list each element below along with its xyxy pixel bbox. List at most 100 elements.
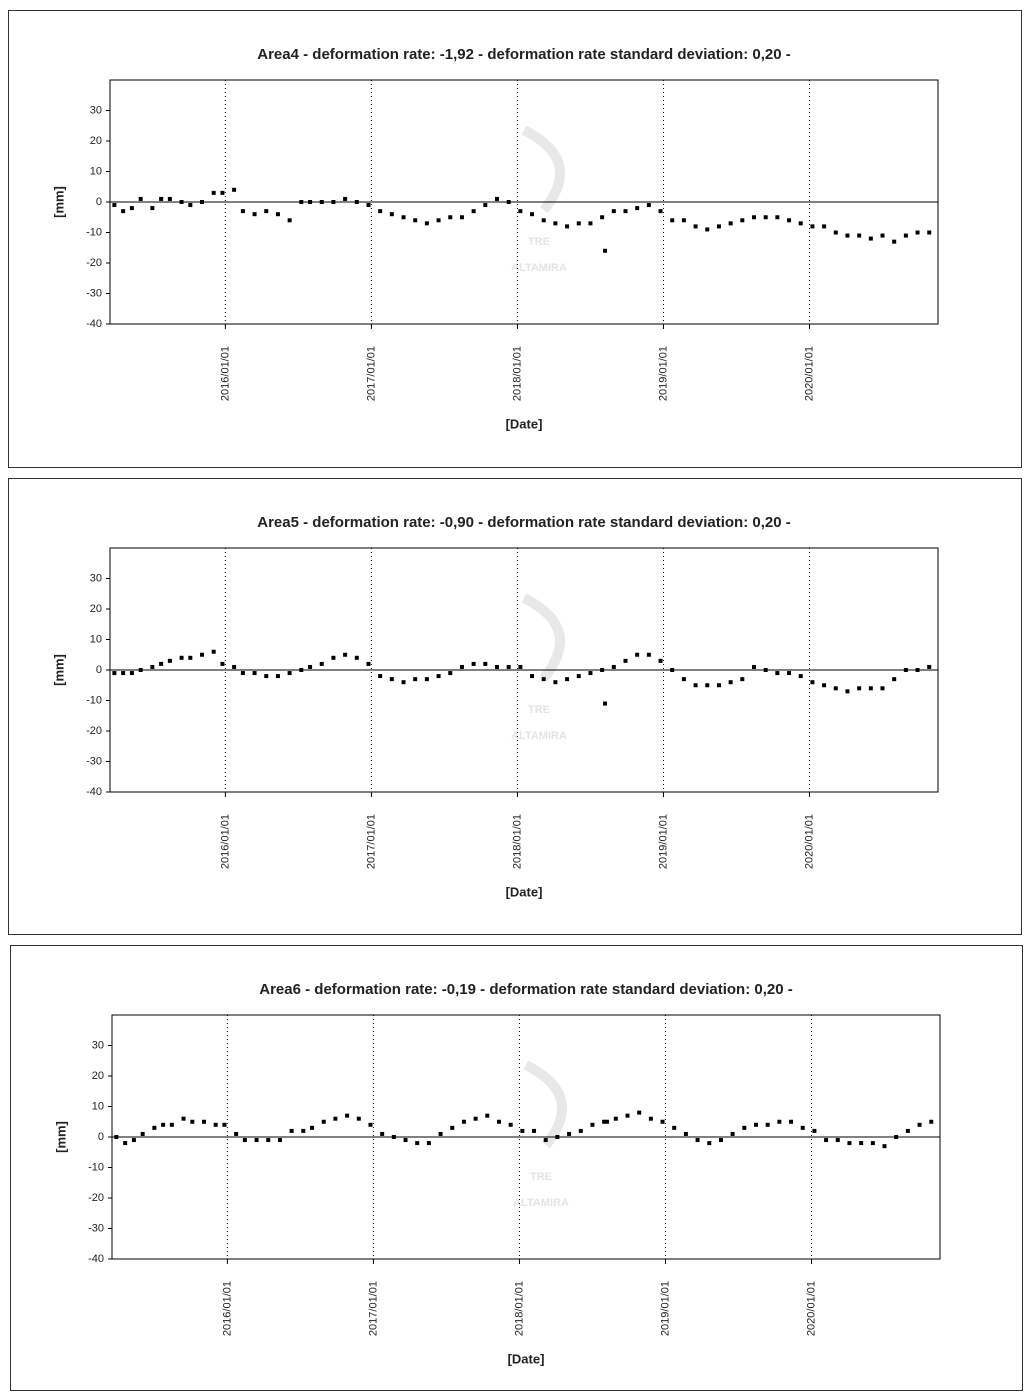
y-axis-label: [mm] (53, 1121, 68, 1153)
x-tick-label: 2019/01/01 (657, 814, 669, 869)
data-point (882, 1144, 887, 1149)
data-point (765, 1122, 770, 1127)
data-point (658, 658, 663, 663)
data-point (356, 1116, 361, 1121)
data-point (752, 215, 756, 220)
data-point (331, 200, 336, 204)
x-tick-label: 2017/01/01 (365, 814, 377, 869)
data-point (121, 209, 126, 214)
data-point (740, 677, 745, 682)
data-point (275, 212, 280, 217)
data-point (868, 686, 873, 691)
data-point (473, 1116, 478, 1121)
data-point (833, 686, 838, 691)
data-point (845, 689, 850, 694)
data-point (520, 1128, 525, 1133)
data-point (471, 661, 476, 666)
data-point (266, 1138, 271, 1143)
data-point (777, 1119, 782, 1124)
data-point (200, 652, 204, 657)
data-point (319, 200, 324, 204)
data-point (789, 1119, 794, 1124)
data-point (915, 230, 920, 235)
data-point (859, 1141, 864, 1146)
data-point (242, 1138, 247, 1143)
data-point (232, 187, 237, 192)
data-point (822, 683, 827, 688)
data-point (648, 1116, 653, 1121)
watermark-text: ALTAMIRA (513, 1197, 569, 1209)
data-point (448, 671, 453, 676)
data-point (275, 674, 280, 679)
data-point (798, 674, 803, 679)
data-point (800, 1125, 805, 1130)
data-point (705, 227, 710, 232)
x-tick-label: 2016/01/01 (221, 1281, 233, 1336)
watermark-logo: TRE (528, 236, 550, 248)
y-tick-label: -20 (86, 257, 102, 269)
data-point (299, 200, 304, 204)
y-tick-label: 20 (90, 603, 102, 615)
data-point (705, 683, 710, 688)
data-point (835, 1138, 840, 1143)
data-point (553, 221, 558, 226)
data-point (824, 1138, 829, 1143)
data-point (576, 221, 581, 226)
x-axis-label: [Date] (506, 884, 543, 899)
data-point (600, 668, 605, 672)
data-point (436, 218, 441, 223)
x-tick-label: 2020/01/01 (805, 1281, 817, 1336)
data-point (301, 1128, 306, 1133)
panel-border (8, 478, 1022, 935)
data-point (368, 1122, 373, 1127)
data-point (131, 1138, 136, 1143)
data-point (190, 1119, 195, 1124)
data-point (188, 655, 193, 660)
data-point (202, 1119, 206, 1124)
data-point (310, 1125, 315, 1130)
y-tick-label: -20 (88, 1192, 104, 1204)
data-point (289, 1128, 294, 1133)
watermark-swoosh (521, 593, 565, 682)
y-tick-label: -40 (86, 786, 102, 798)
data-point (354, 200, 359, 204)
data-point (121, 671, 126, 676)
data-point (553, 680, 558, 685)
data-point (161, 1122, 166, 1127)
data-point (378, 674, 383, 679)
data-point (211, 649, 216, 654)
watermark-text: ALTAMIRA (511, 262, 567, 274)
data-point (532, 1128, 537, 1133)
data-point (299, 668, 304, 672)
data-point (413, 218, 418, 223)
y-tick-label: 0 (98, 1131, 104, 1143)
data-point (798, 221, 803, 226)
y-tick-label: -10 (86, 226, 102, 238)
data-point (635, 652, 640, 657)
data-point (333, 1116, 338, 1121)
data-point (220, 661, 225, 666)
data-point (603, 248, 608, 253)
data-point (822, 224, 827, 229)
y-axis-label: [mm] (51, 654, 66, 686)
data-point (903, 233, 908, 238)
data-point (763, 215, 768, 220)
data-point (623, 209, 628, 214)
y-tick-label: 20 (90, 135, 102, 147)
data-point (424, 221, 429, 226)
y-tick-label: -40 (88, 1253, 104, 1265)
data-point (590, 1122, 595, 1127)
data-point (611, 664, 616, 669)
data-point (917, 1122, 922, 1127)
data-point (870, 1141, 875, 1146)
x-tick-label: 2017/01/01 (367, 1281, 379, 1336)
data-point (152, 1125, 157, 1130)
data-point (129, 206, 134, 211)
data-point (775, 215, 780, 220)
data-point (716, 224, 721, 229)
data-point (389, 677, 394, 682)
watermark-swoosh (523, 1060, 567, 1149)
y-tick-label: -30 (86, 287, 102, 299)
data-point (366, 203, 371, 208)
data-point (459, 215, 464, 220)
